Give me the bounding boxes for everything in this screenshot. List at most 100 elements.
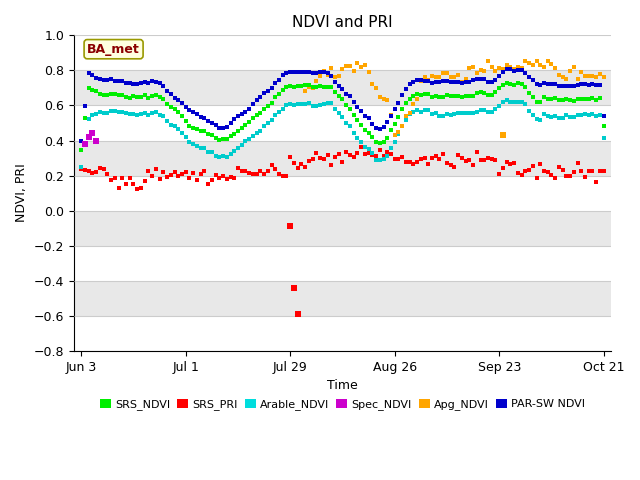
Point xyxy=(323,99,333,107)
Point xyxy=(464,93,474,100)
Point xyxy=(584,81,594,89)
Point xyxy=(472,108,482,116)
Point xyxy=(580,173,590,181)
Point xyxy=(490,67,500,75)
Point xyxy=(576,68,586,76)
Point xyxy=(461,75,471,83)
Point xyxy=(199,167,209,174)
Point xyxy=(109,77,120,84)
Point xyxy=(394,113,404,120)
Point xyxy=(117,175,127,182)
Point xyxy=(221,176,232,183)
Point xyxy=(550,174,560,181)
Point xyxy=(304,69,314,76)
Point xyxy=(498,132,508,139)
Point xyxy=(341,90,351,97)
Point xyxy=(591,73,602,81)
Point xyxy=(326,64,337,72)
Point xyxy=(285,154,295,161)
Point xyxy=(304,83,314,91)
Point xyxy=(397,153,407,161)
Point xyxy=(547,113,557,120)
Point xyxy=(565,172,575,180)
Point xyxy=(341,148,351,156)
Point xyxy=(154,111,164,119)
Point xyxy=(561,82,572,89)
Point xyxy=(147,109,157,117)
Point xyxy=(173,108,184,116)
Point xyxy=(106,90,116,97)
Point xyxy=(513,168,523,176)
Point xyxy=(99,165,109,172)
Point xyxy=(554,71,564,78)
Point xyxy=(311,77,321,84)
Point xyxy=(304,157,314,165)
Point xyxy=(244,105,254,112)
Point xyxy=(307,70,317,77)
Point xyxy=(240,108,250,116)
Point xyxy=(442,159,452,167)
Point xyxy=(572,111,582,119)
Point xyxy=(113,184,124,192)
Point xyxy=(285,100,295,108)
Text: BA_met: BA_met xyxy=(87,43,140,56)
Point xyxy=(311,83,321,91)
Point xyxy=(457,79,467,87)
Point xyxy=(285,223,295,230)
Point xyxy=(132,111,142,119)
Point xyxy=(457,155,467,162)
Point xyxy=(382,96,392,104)
Point xyxy=(367,120,378,128)
Point xyxy=(345,151,355,158)
Point xyxy=(404,110,415,118)
Point xyxy=(237,168,247,175)
Point xyxy=(207,176,217,184)
Point xyxy=(431,92,441,99)
Point xyxy=(595,95,605,102)
Point xyxy=(349,111,359,119)
Point xyxy=(341,102,351,109)
Point xyxy=(170,122,180,130)
Point xyxy=(490,156,500,164)
Point xyxy=(225,120,236,127)
Point xyxy=(173,172,184,180)
Point xyxy=(412,90,422,98)
Point xyxy=(218,135,228,143)
Point xyxy=(180,103,191,111)
Point xyxy=(248,114,258,122)
Point xyxy=(547,95,557,102)
Point xyxy=(132,81,142,88)
Point xyxy=(356,143,366,151)
Point xyxy=(576,95,586,102)
Point xyxy=(225,150,236,157)
Point xyxy=(449,92,460,100)
Point xyxy=(125,80,135,87)
Point xyxy=(386,144,396,151)
Point xyxy=(442,77,452,84)
Point xyxy=(502,158,512,166)
Point xyxy=(307,156,317,163)
Point xyxy=(598,73,609,81)
Point xyxy=(211,171,221,179)
Point xyxy=(360,150,370,158)
Point xyxy=(214,153,225,160)
Point xyxy=(140,79,150,86)
Point xyxy=(87,72,97,79)
Point xyxy=(435,73,445,81)
Point xyxy=(262,167,273,175)
Point xyxy=(106,107,116,115)
Point xyxy=(479,106,490,114)
Point xyxy=(129,110,139,118)
Point xyxy=(356,121,366,129)
Point xyxy=(412,76,422,84)
Point xyxy=(531,174,541,181)
Point xyxy=(282,83,292,91)
Point xyxy=(292,100,303,108)
Point xyxy=(140,177,150,184)
Point xyxy=(184,174,195,181)
Point xyxy=(158,95,168,102)
Point xyxy=(356,63,366,71)
Point xyxy=(580,72,590,80)
Point xyxy=(445,161,456,169)
Point xyxy=(349,129,359,136)
